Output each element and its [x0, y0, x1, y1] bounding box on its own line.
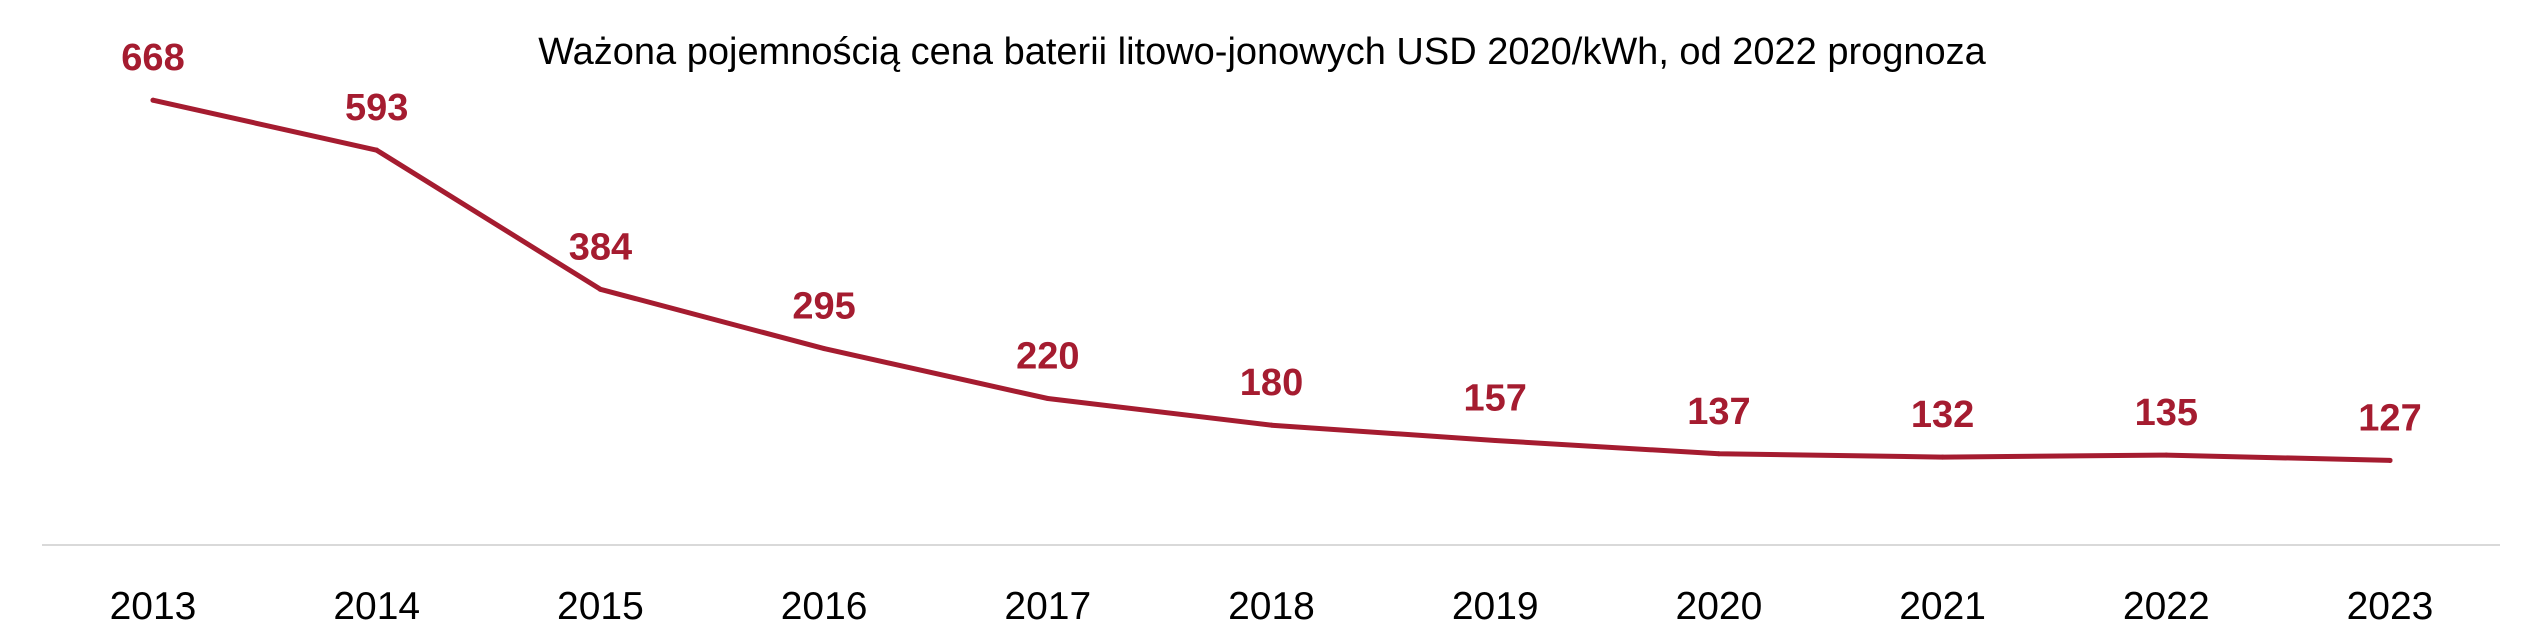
plot-area: 668 593 384 295 220 180 157 137 132 135 127 2013 201… [110, 37, 2434, 628]
data-point [1940, 454, 1946, 460]
data-label: 220 [1016, 336, 1079, 378]
x-tick-label: 2020 [1676, 585, 1763, 628]
x-tick-label: 2018 [1228, 585, 1315, 628]
x-tick-label: 2015 [557, 585, 644, 628]
data-label: 180 [1240, 362, 1303, 404]
x-tick-label: 2019 [1452, 585, 1539, 628]
x-tick-label: 2021 [1899, 585, 1986, 628]
data-label: 384 [569, 226, 632, 268]
series-line [150, 97, 2393, 463]
data-label: 132 [1911, 394, 1974, 436]
x-tick-label: 2017 [1004, 585, 1091, 628]
data-point [374, 147, 380, 153]
data-point [1045, 396, 1051, 402]
data-point [821, 346, 827, 352]
data-label: 135 [2135, 392, 2198, 434]
data-label: 668 [121, 37, 184, 79]
x-tick-label: 2014 [333, 585, 420, 628]
data-point [1492, 437, 1498, 443]
data-point [1269, 422, 1274, 428]
data-label: 593 [345, 87, 408, 129]
data-point [1716, 451, 1722, 457]
data-point [597, 286, 603, 292]
data-point [150, 97, 156, 103]
data-point [2163, 452, 2169, 458]
data-point [2387, 457, 2393, 463]
x-tick-label: 2022 [2123, 585, 2210, 628]
x-tick-label: 2016 [781, 585, 868, 628]
data-label: 127 [2358, 397, 2421, 439]
chart-title: Ważona pojemnością cena baterii litowo-j… [538, 31, 1986, 73]
data-label: 295 [792, 286, 855, 328]
x-tick-label: 2013 [110, 585, 197, 628]
data-label: 137 [1687, 391, 1750, 433]
x-tick-label: 2023 [2347, 585, 2434, 628]
data-label: 157 [1463, 377, 1526, 419]
